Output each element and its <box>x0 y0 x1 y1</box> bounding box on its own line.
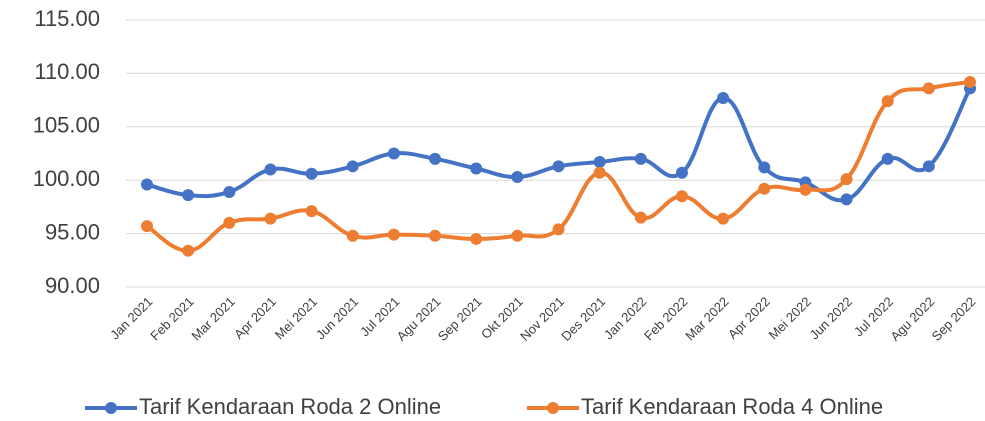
x-tick-label: Apr 2022 <box>725 294 773 342</box>
legend-marker <box>105 402 117 414</box>
x-tick-label: Mei 2022 <box>766 294 814 342</box>
legend-label: Tarif Kendaraan Roda 4 Online <box>581 394 883 419</box>
marker <box>470 232 483 245</box>
legend-label: Tarif Kendaraan Roda 2 Online <box>139 394 441 419</box>
marker <box>552 160 565 173</box>
marker <box>141 220 153 233</box>
marker <box>264 212 277 225</box>
x-tick-label: Sep 2022 <box>929 294 979 344</box>
y-tick-label: 115.00 <box>34 6 100 31</box>
x-tick-label: Jun 2022 <box>807 294 855 342</box>
y-tick-label: 105.00 <box>33 113 100 138</box>
marker <box>881 152 894 165</box>
marker <box>346 160 359 173</box>
x-tick-label: Jun 2021 <box>313 294 361 342</box>
y-tick-label: 100.00 <box>33 166 100 191</box>
marker <box>305 167 318 180</box>
marker <box>717 91 730 104</box>
marker <box>346 229 359 242</box>
x-tick-label: Agu 2021 <box>394 294 444 344</box>
y-tick-label: 90.00 <box>45 273 100 298</box>
x-tick-label: Feb 2021 <box>147 294 196 343</box>
marker <box>881 95 894 108</box>
marker <box>182 244 195 257</box>
y-tick-label: 95.00 <box>45 219 100 244</box>
x-tick-label: Mar 2021 <box>188 294 237 343</box>
marker <box>223 185 236 198</box>
marker <box>758 161 771 174</box>
marker <box>799 183 812 196</box>
marker <box>593 166 606 179</box>
marker <box>429 229 442 242</box>
marker <box>922 82 935 95</box>
marker <box>511 229 524 242</box>
marker <box>922 160 935 173</box>
x-tick-label: Mei 2021 <box>272 294 320 342</box>
marker <box>964 75 976 88</box>
marker <box>429 152 442 165</box>
marker <box>758 182 771 195</box>
marker <box>387 228 400 241</box>
marker <box>387 147 400 160</box>
marker <box>593 156 606 169</box>
line <box>145 79 971 253</box>
marker <box>675 166 688 179</box>
x-tick-label: Apr 2021 <box>231 294 279 342</box>
x-tick-label: Feb 2022 <box>641 294 690 343</box>
x-tick-label: Des 2021 <box>558 294 608 344</box>
x-tick-label: Mar 2022 <box>682 294 731 343</box>
marker <box>305 205 318 218</box>
marker <box>717 212 730 225</box>
marker <box>264 163 277 176</box>
x-tick-label: Sep 2021 <box>435 294 485 344</box>
marker <box>552 223 565 236</box>
marker <box>511 170 524 183</box>
x-tick-label: Nov 2021 <box>517 294 567 344</box>
marker <box>840 173 853 186</box>
legend-marker <box>547 402 559 414</box>
marker <box>634 152 647 165</box>
marker <box>470 162 483 175</box>
marker <box>840 193 853 206</box>
marker <box>675 190 688 203</box>
y-tick-label: 110.00 <box>34 59 100 84</box>
marker <box>223 216 236 229</box>
marker <box>141 178 153 191</box>
x-tick-label: Agu 2022 <box>887 294 937 344</box>
marker <box>182 189 195 202</box>
marker <box>634 211 647 224</box>
